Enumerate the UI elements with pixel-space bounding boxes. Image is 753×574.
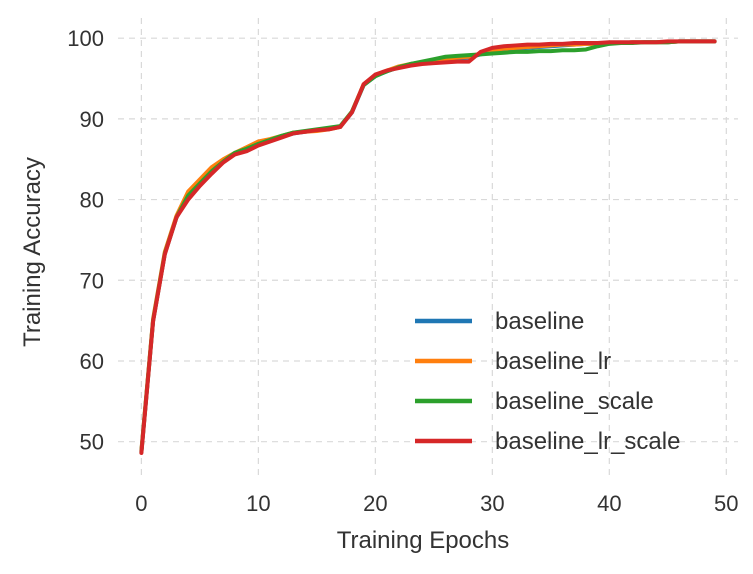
legend-label: baseline_lr_scale [495,428,680,455]
series-lines [139,39,717,455]
x-tick-label: 30 [480,491,504,516]
x-tick-label: 10 [246,491,270,516]
y-tick-label: 60 [80,349,104,374]
x-tick-label: 20 [363,491,387,516]
y-tick-label: 70 [80,268,104,293]
y-tick-label: 50 [80,430,104,455]
x-tick-label: 50 [714,491,738,516]
y-axis-ticks: 50 60 70 80 90 100 [67,26,104,455]
x-tick-label: 0 [135,491,147,516]
y-tick-label: 90 [80,107,104,132]
legend: baseline baseline_lr baseline_scalebaselin… [415,308,680,455]
y-tick-label: 100 [67,26,104,51]
y-axis-label: Training Accuracy [19,157,46,347]
y-tick-label: 80 [80,188,104,213]
legend-label: baseline_lr [495,348,611,375]
legend-label: baseline [495,308,584,335]
x-axis-label: Training Epochs [337,527,510,554]
x-tick-label: 40 [597,491,621,516]
series-line-baseline-lr-scale [139,39,717,455]
x-axis-ticks: 0 10 20 30 40 50 [135,491,738,516]
legend-label: baseline_scale [495,388,654,415]
